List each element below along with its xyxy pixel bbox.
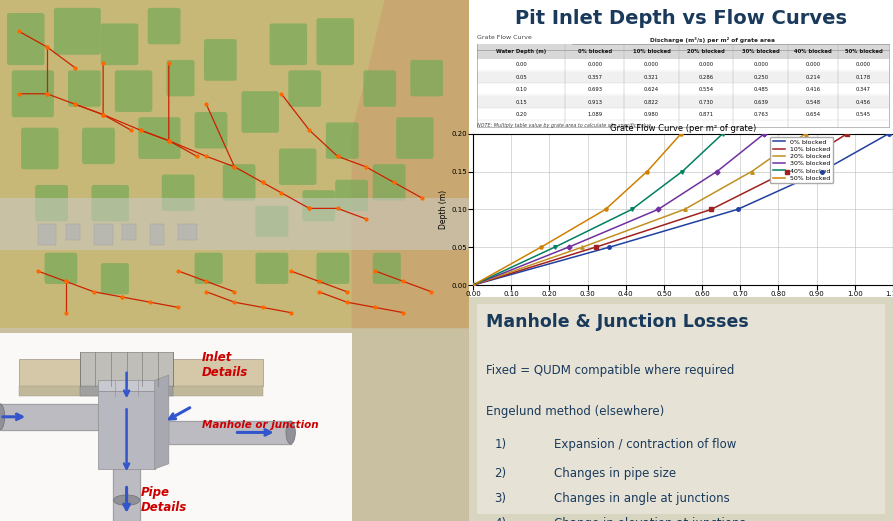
FancyBboxPatch shape: [166, 60, 195, 96]
FancyBboxPatch shape: [478, 304, 884, 514]
FancyBboxPatch shape: [335, 180, 368, 211]
Polygon shape: [98, 380, 154, 391]
Text: Changes in angle at junctions: Changes in angle at junctions: [554, 492, 730, 505]
FancyBboxPatch shape: [82, 128, 115, 164]
FancyBboxPatch shape: [372, 253, 401, 284]
FancyBboxPatch shape: [279, 148, 316, 185]
FancyBboxPatch shape: [270, 23, 307, 65]
FancyBboxPatch shape: [0, 198, 469, 250]
FancyBboxPatch shape: [54, 8, 101, 55]
FancyBboxPatch shape: [0, 333, 352, 521]
FancyBboxPatch shape: [101, 23, 138, 65]
FancyBboxPatch shape: [122, 224, 136, 240]
Polygon shape: [98, 391, 154, 469]
Polygon shape: [154, 375, 169, 469]
FancyBboxPatch shape: [45, 253, 78, 284]
Text: Fixed = QUDM compatible where required: Fixed = QUDM compatible where required: [486, 364, 734, 377]
FancyBboxPatch shape: [94, 224, 113, 245]
FancyBboxPatch shape: [316, 253, 349, 284]
Text: Pipe
Details: Pipe Details: [141, 486, 187, 514]
FancyBboxPatch shape: [316, 18, 354, 65]
FancyBboxPatch shape: [255, 206, 288, 237]
Polygon shape: [352, 0, 469, 328]
Text: Manhole or junction: Manhole or junction: [202, 419, 318, 430]
FancyBboxPatch shape: [38, 224, 56, 245]
Text: 3): 3): [495, 492, 506, 505]
FancyBboxPatch shape: [7, 13, 45, 65]
Polygon shape: [79, 386, 173, 396]
FancyBboxPatch shape: [138, 117, 180, 159]
FancyBboxPatch shape: [363, 70, 396, 107]
Ellipse shape: [286, 421, 296, 444]
FancyBboxPatch shape: [326, 122, 359, 159]
Text: Changes in pipe size: Changes in pipe size: [554, 467, 676, 480]
Polygon shape: [79, 352, 173, 386]
FancyBboxPatch shape: [21, 128, 59, 169]
FancyBboxPatch shape: [195, 112, 228, 148]
FancyBboxPatch shape: [0, 0, 469, 328]
FancyBboxPatch shape: [241, 91, 279, 133]
Text: Engelund method (elsewhere): Engelund method (elsewhere): [486, 404, 664, 417]
FancyBboxPatch shape: [288, 70, 321, 107]
Ellipse shape: [0, 404, 4, 430]
FancyBboxPatch shape: [410, 60, 443, 96]
FancyBboxPatch shape: [150, 224, 164, 245]
Text: Manhole & Junction Losses: Manhole & Junction Losses: [486, 313, 748, 331]
FancyBboxPatch shape: [469, 297, 893, 521]
Text: Inlet
Details: Inlet Details: [202, 351, 248, 379]
Text: 4): 4): [495, 516, 506, 521]
FancyBboxPatch shape: [35, 185, 68, 221]
FancyBboxPatch shape: [195, 253, 222, 284]
FancyBboxPatch shape: [179, 224, 197, 240]
FancyBboxPatch shape: [303, 190, 335, 221]
FancyBboxPatch shape: [66, 224, 79, 240]
FancyBboxPatch shape: [469, 0, 893, 297]
FancyBboxPatch shape: [222, 164, 255, 201]
FancyBboxPatch shape: [91, 185, 129, 221]
FancyBboxPatch shape: [147, 8, 180, 44]
FancyBboxPatch shape: [204, 39, 237, 81]
Polygon shape: [19, 386, 263, 396]
Text: 2): 2): [495, 467, 506, 480]
FancyBboxPatch shape: [396, 117, 434, 159]
FancyBboxPatch shape: [101, 263, 129, 294]
FancyBboxPatch shape: [115, 70, 153, 112]
Polygon shape: [19, 359, 263, 386]
FancyBboxPatch shape: [68, 70, 101, 107]
Text: Pit Inlet Depth vs Flow Curves: Pit Inlet Depth vs Flow Curves: [515, 9, 847, 28]
FancyBboxPatch shape: [372, 164, 405, 201]
FancyBboxPatch shape: [12, 70, 54, 117]
FancyBboxPatch shape: [162, 175, 195, 211]
Text: Expansion / contraction of flow: Expansion / contraction of flow: [554, 438, 736, 451]
Text: Change in elevation at junctions: Change in elevation at junctions: [554, 516, 746, 521]
Text: 1): 1): [495, 438, 506, 451]
Ellipse shape: [113, 495, 139, 505]
FancyBboxPatch shape: [255, 253, 288, 284]
